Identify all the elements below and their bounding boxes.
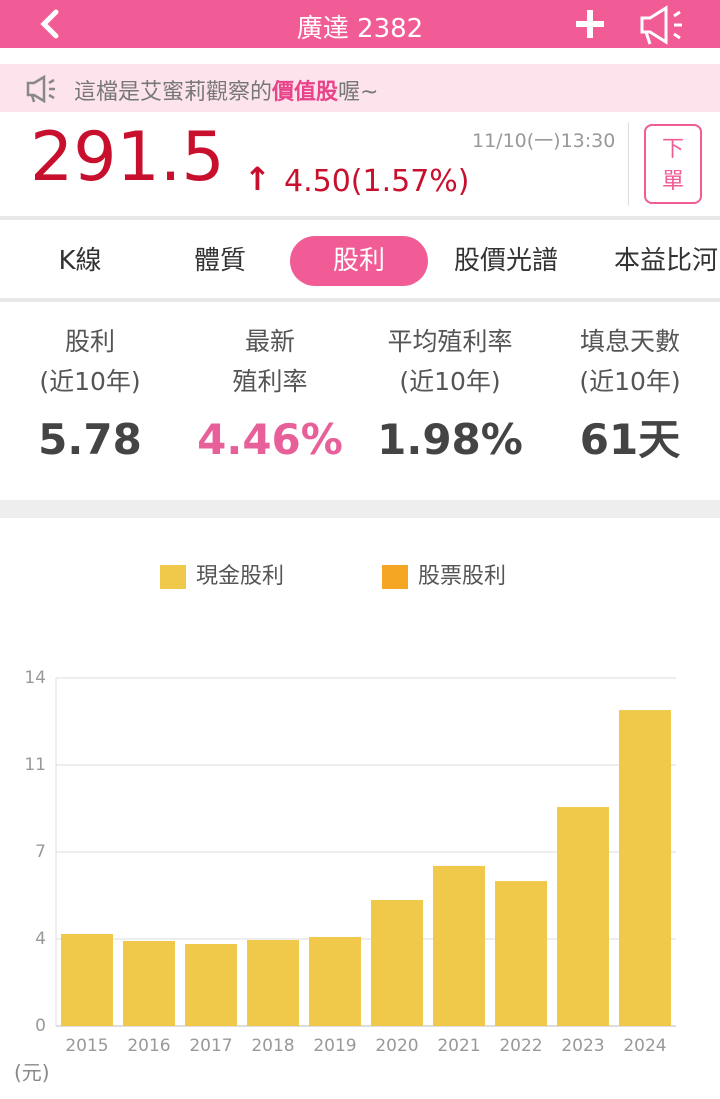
- legend-label: 現金股利: [196, 564, 284, 589]
- separator: [0, 216, 720, 220]
- stat: 填息天數 (近10年) 61天: [540, 322, 720, 464]
- y-axis-label: (元): [14, 1061, 50, 1085]
- stat-label: 股利: [64, 327, 115, 356]
- stat: 最新殖利率 4.46%: [180, 322, 360, 464]
- bar: [557, 807, 609, 1026]
- stat-value: 5.78: [38, 415, 142, 464]
- banner-highlight: 價值股: [272, 80, 339, 105]
- x-tick-label: 2023: [561, 1036, 604, 1056]
- stat-label: 最新: [244, 327, 295, 356]
- bar: [619, 710, 671, 1026]
- tab[interactable]: 股價光譜: [453, 246, 558, 276]
- legend-swatch: [382, 565, 408, 589]
- stat-label: (近10年): [39, 367, 141, 396]
- stat-label: (近10年): [399, 367, 501, 396]
- tab[interactable]: 體質: [193, 246, 246, 276]
- quote-time: 11/10(一)13:30: [472, 130, 616, 152]
- section-gap: [0, 500, 720, 518]
- x-tick-label: 2017: [189, 1036, 232, 1056]
- tab[interactable]: 本益比河: [613, 246, 718, 276]
- bar: [371, 899, 423, 1026]
- bar: [433, 865, 485, 1026]
- x-tick-label: 2021: [437, 1036, 480, 1056]
- banner-suffix: 喔~: [338, 80, 379, 105]
- stat-label: (近10年): [579, 367, 681, 396]
- x-tick-label: 2019: [313, 1036, 356, 1056]
- x-tick-label: 2015: [65, 1036, 108, 1056]
- header-title: 廣達 2382: [296, 14, 424, 44]
- y-tick-label: 4: [35, 929, 46, 949]
- tab[interactable]: K線: [58, 246, 102, 276]
- y-tick-label: 11: [24, 755, 46, 775]
- back-icon[interactable]: [36, 8, 66, 40]
- y-tick-label: 14: [24, 668, 46, 688]
- up-arrow: ↑: [244, 160, 271, 198]
- tab-bar: K線 體質 股利 股價光譜 本益比河: [0, 226, 720, 298]
- header: 廣達 2382: [0, 0, 720, 48]
- legend-swatch: [160, 565, 186, 589]
- tab[interactable]: 股利: [290, 236, 428, 286]
- price-change: 4.50(1.57%): [284, 164, 470, 199]
- order-button[interactable]: 下單: [644, 124, 702, 204]
- stat-label: 填息天數: [579, 327, 680, 356]
- bar: [185, 943, 237, 1026]
- price: 291.5: [30, 118, 225, 197]
- banner: 這檔是艾蜜莉觀察的價值股喔~: [0, 64, 720, 112]
- x-tick-label: 2024: [623, 1036, 666, 1056]
- stat-label: 殖利率: [232, 367, 308, 396]
- bar: [495, 881, 547, 1026]
- legend-label: 股票股利: [418, 564, 506, 589]
- stat: 股利 (近10年) 5.78: [0, 322, 180, 464]
- stat-value: 1.98%: [377, 415, 523, 464]
- divider: [628, 122, 629, 206]
- x-tick-label: 2022: [499, 1036, 542, 1056]
- x-tick-label: 2018: [251, 1036, 294, 1056]
- bar: [309, 937, 361, 1026]
- separator: [0, 298, 720, 302]
- y-tick-label: 0: [35, 1016, 46, 1036]
- bar: [247, 939, 299, 1026]
- order-char: 下: [661, 137, 684, 162]
- y-tick-label: 7: [35, 842, 46, 862]
- bar: [123, 940, 175, 1026]
- stat: 平均殖利率 (近10年) 1.98%: [360, 322, 540, 464]
- banner-prefix: 這檔是艾蜜莉觀察的: [74, 80, 273, 105]
- stat-value: 4.46%: [197, 415, 343, 464]
- announce-icon[interactable]: [636, 4, 688, 46]
- chart: 現金股利 股票股利 0 4 7 11 14 (元) 2015 2016 2017 2018 2019 20…: [14, 564, 676, 1085]
- order-char: 單: [661, 169, 684, 194]
- x-tick-label: 2020: [375, 1036, 418, 1056]
- add-icon[interactable]: [570, 6, 610, 42]
- banner-icon: [26, 74, 55, 104]
- stat-label: 平均殖利率: [387, 327, 513, 356]
- x-tick-label: 2016: [127, 1036, 170, 1056]
- bar: [61, 934, 113, 1026]
- banner-text: 這檔是艾蜜莉觀察的價值股喔~: [74, 74, 378, 106]
- stat-value: 61天: [579, 415, 681, 464]
